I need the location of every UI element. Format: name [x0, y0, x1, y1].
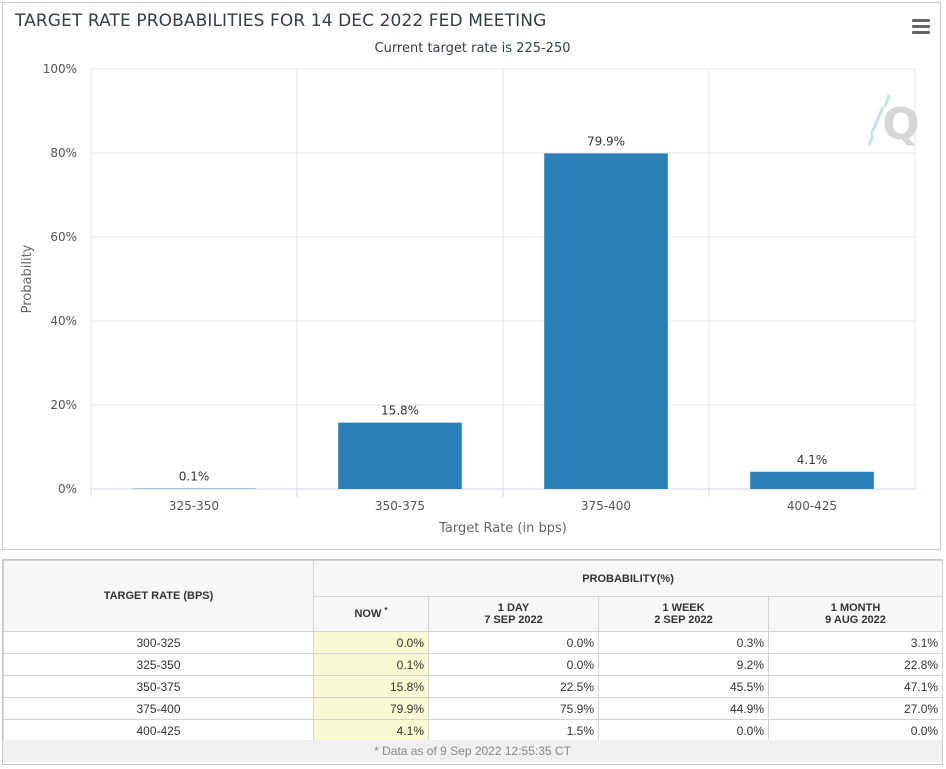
now-cell: 0.0%: [313, 631, 429, 654]
now-cell: 79.9%: [313, 697, 429, 720]
rate-cell: 350-375: [3, 675, 314, 698]
y-tick-label: 80%: [50, 146, 77, 160]
chart-title: TARGET RATE PROBABILITIES FOR 14 DEC 202…: [15, 11, 547, 31]
y-tick-label: 20%: [50, 398, 77, 412]
one-day-column-header: 1 DAY 7 SEP 2022: [428, 596, 599, 632]
x-tick-label: 375-400: [581, 499, 631, 513]
y-tick-label: 40%: [50, 314, 77, 328]
probability-table-panel: TARGET RATE (BPS) PROBABILITY(%) NOW * 1…: [2, 559, 944, 765]
rate-cell: 375-400: [3, 697, 314, 720]
one-week-cell: 44.9%: [598, 697, 769, 720]
one-month-cell: 0.0%: [767, 719, 944, 742]
one-month-column-header: 1 MONTH 9 AUG 2022: [767, 596, 944, 632]
one-week-column-header: 1 WEEK 2 SEP 2022: [598, 596, 769, 632]
bar: [544, 153, 668, 490]
y-axis-title: Probability: [20, 244, 35, 313]
y-tick-label: 0%: [58, 482, 77, 496]
chart-panel: 0% 20% 40% 60% 80% 100% 0.1% 325-350 15.8% 350-37…: [2, 2, 941, 550]
data-label: 4.1%: [797, 453, 828, 467]
one-month-cell: 3.1%: [767, 631, 944, 654]
one-week-cell: 9.2%: [598, 653, 769, 676]
now-column-header: NOW *: [313, 596, 429, 632]
bar-chart: 0% 20% 40% 60% 80% 100% 0.1% 325-350 15.8% 350-37…: [20, 62, 920, 536]
now-cell: 0.1%: [313, 653, 429, 676]
one-month-cell: 22.8%: [767, 653, 944, 676]
svg-text:Q: Q: [882, 99, 919, 150]
table-row: 375-400 79.9% 75.9% 44.9% 27.0%: [3, 697, 944, 720]
one-month-cell: 27.0%: [767, 697, 944, 720]
rate-cell: 400-425: [3, 719, 314, 742]
x-tick-label: 325-350: [169, 499, 219, 513]
chart-subtitle: Current target rate is 225-250: [374, 41, 571, 56]
probability-header: PROBABILITY(%): [312, 560, 944, 597]
rate-cell: 300-325: [3, 631, 314, 654]
target-rate-header: TARGET RATE (BPS): [3, 560, 314, 632]
hamburger-menu-icon[interactable]: [912, 19, 930, 35]
bar: [338, 422, 462, 489]
quikstrike-logo-icon: Q: [867, 94, 920, 150]
one-day-cell: 1.5%: [428, 719, 599, 742]
rate-cell: 325-350: [3, 653, 314, 676]
now-cell: 15.8%: [313, 675, 429, 698]
bar: [750, 471, 874, 489]
one-week-cell: 0.0%: [598, 719, 769, 742]
x-tick-label: 350-375: [375, 499, 425, 513]
one-week-cell: 45.5%: [598, 675, 769, 698]
probability-table: TARGET RATE (BPS) PROBABILITY(%) NOW * 1…: [3, 560, 944, 742]
one-month-cell: 47.1%: [767, 675, 944, 698]
data-label: 15.8%: [381, 404, 419, 418]
now-cell: 4.1%: [313, 719, 429, 742]
one-day-cell: 22.5%: [428, 675, 599, 698]
one-day-cell: 0.0%: [428, 653, 599, 676]
one-day-cell: 0.0%: [428, 631, 599, 654]
table-row: 350-375 15.8% 22.5% 45.5% 47.1%: [3, 675, 944, 698]
table-row: 300-325 0.0% 0.0% 0.3% 3.1%: [3, 631, 944, 654]
footnote: * Data as of 9 Sep 2022 12:55:35 CT: [3, 740, 942, 762]
one-day-cell: 75.9%: [428, 697, 599, 720]
y-tick-label: 60%: [50, 230, 77, 244]
y-tick-label: 100%: [43, 62, 77, 76]
x-tick-label: 400-425: [787, 499, 837, 513]
data-label: 79.9%: [587, 134, 625, 148]
table-row: 325-350 0.1% 0.0% 9.2% 22.8%: [3, 653, 944, 676]
one-week-cell: 0.3%: [598, 631, 769, 654]
data-label: 0.1%: [179, 470, 210, 484]
table-row: 400-425 4.1% 1.5% 0.0% 0.0%: [3, 719, 944, 742]
x-axis-title: Target Rate (in bps): [438, 521, 567, 536]
